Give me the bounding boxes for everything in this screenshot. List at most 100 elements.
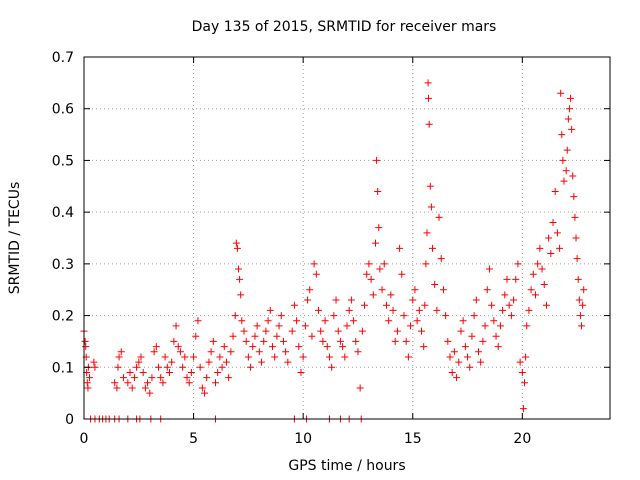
data-point: [501, 291, 509, 299]
data-point: [446, 353, 454, 361]
data-point: [231, 312, 239, 320]
data-point: [514, 260, 522, 268]
data-point: [301, 322, 309, 330]
data-point: [374, 187, 382, 195]
data-point: [477, 358, 485, 366]
data-point: [218, 363, 226, 371]
data-point: [575, 296, 583, 304]
data-point: [347, 296, 355, 304]
data-point: [356, 384, 364, 392]
data-point: [343, 322, 351, 330]
data-point: [358, 327, 366, 335]
data-point: [341, 353, 349, 361]
data-point: [542, 301, 550, 309]
data-point: [185, 379, 193, 387]
data-point: [266, 306, 274, 314]
data-point: [181, 353, 189, 361]
data-point: [235, 265, 243, 273]
data-point: [144, 379, 152, 387]
y-tick-label: 0.3: [52, 257, 74, 273]
data-point: [483, 286, 491, 294]
data-point: [448, 368, 456, 376]
data-point: [461, 343, 469, 351]
data-point: [345, 306, 353, 314]
data-point: [398, 270, 406, 278]
data-point: [152, 343, 160, 351]
data-point: [317, 327, 325, 335]
data-point: [534, 260, 542, 268]
data-point: [393, 327, 401, 335]
data-point: [363, 270, 371, 278]
data-point: [505, 301, 513, 309]
plot-frame: [83, 56, 611, 420]
data-point: [400, 312, 408, 320]
data-point: [196, 363, 204, 371]
data-point: [258, 358, 266, 366]
y-tick-label: 0.2: [52, 309, 74, 325]
data-point: [565, 105, 573, 113]
data-point: [150, 348, 158, 356]
data-point: [273, 332, 281, 340]
data-point: [387, 291, 395, 299]
data-point: [404, 353, 412, 361]
data-point: [205, 358, 213, 366]
data-point: [232, 239, 240, 247]
data-point: [209, 337, 217, 345]
data-point: [247, 363, 255, 371]
data-point: [420, 343, 428, 351]
data-point: [415, 306, 423, 314]
data-point: [190, 353, 198, 361]
data-point: [126, 368, 134, 376]
data-point: [114, 363, 122, 371]
data-point: [284, 358, 292, 366]
data-point: [310, 260, 318, 268]
data-point: [295, 343, 303, 351]
data-point: [350, 317, 358, 325]
data-point: [558, 131, 566, 139]
y-tick-label: 0.6: [52, 102, 74, 118]
data-point: [567, 94, 575, 102]
data-point: [538, 265, 546, 273]
data-point: [165, 368, 173, 376]
data-point: [361, 301, 369, 309]
data-point: [563, 146, 571, 154]
data-point: [435, 213, 443, 221]
data-point: [573, 255, 581, 263]
data-point: [510, 296, 518, 304]
data-point: [576, 312, 584, 320]
data-point: [233, 244, 241, 252]
data-point: [521, 379, 529, 387]
data-point: [155, 363, 163, 371]
data-point: [571, 213, 579, 221]
data-point: [562, 167, 570, 175]
data-point: [437, 255, 445, 263]
data-point: [457, 327, 465, 335]
data-point: [507, 312, 515, 320]
data-point: [236, 275, 244, 283]
data-point: [330, 312, 338, 320]
data-point: [130, 374, 138, 382]
data-point: [396, 244, 404, 252]
data-point: [187, 368, 195, 376]
data-point: [560, 177, 568, 185]
data-point: [470, 312, 478, 320]
data-point: [201, 389, 209, 397]
data-point: [499, 306, 507, 314]
data-point: [304, 296, 312, 304]
data-point: [391, 337, 399, 345]
data-point: [262, 327, 270, 335]
data-point: [536, 244, 544, 252]
data-point: [578, 322, 586, 330]
data-point: [293, 317, 301, 325]
data-point: [568, 125, 576, 133]
data-point: [192, 332, 200, 340]
data-point: [354, 348, 362, 356]
data-point: [183, 374, 191, 382]
data-point: [549, 218, 557, 226]
y-axis-title: SRMTID / TECUs: [7, 182, 23, 295]
x-axis-title: GPS time / hours: [288, 458, 405, 474]
data-point: [409, 296, 417, 304]
data-point: [389, 306, 397, 314]
data-point: [325, 353, 333, 361]
